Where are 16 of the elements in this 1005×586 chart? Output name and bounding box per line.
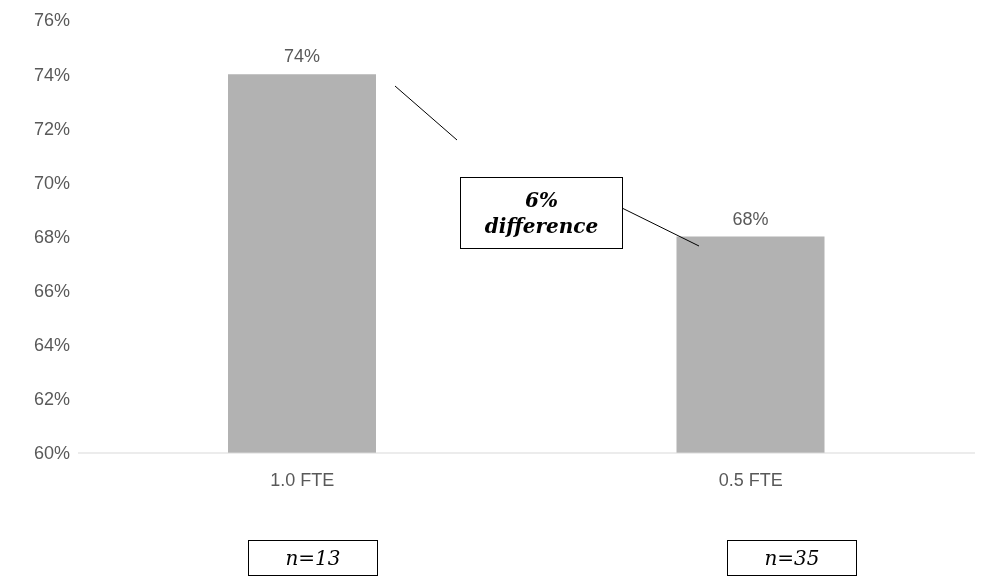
y-tick-label: 66% xyxy=(33,281,70,302)
annotation: 6% difference xyxy=(460,177,623,249)
data-label: 74% xyxy=(283,46,321,67)
y-tick-label: 68% xyxy=(33,226,70,247)
x-tick-label: 0.5 FTE xyxy=(718,469,783,490)
y-tick-label: 72% xyxy=(33,118,70,139)
y-tick-label: 76% xyxy=(33,10,70,31)
y-tick-label: 70% xyxy=(33,172,70,193)
x-tick-label: 1.0 FTE xyxy=(270,469,335,490)
y-tick-label: 62% xyxy=(33,389,70,410)
y-tick-label: 60% xyxy=(33,443,70,464)
data-label: 68% xyxy=(732,208,769,229)
y-tick-label: 64% xyxy=(33,335,70,356)
y-tick-label: 74% xyxy=(33,64,70,85)
text: n=13 xyxy=(248,540,378,576)
text: n=35 xyxy=(727,540,857,576)
